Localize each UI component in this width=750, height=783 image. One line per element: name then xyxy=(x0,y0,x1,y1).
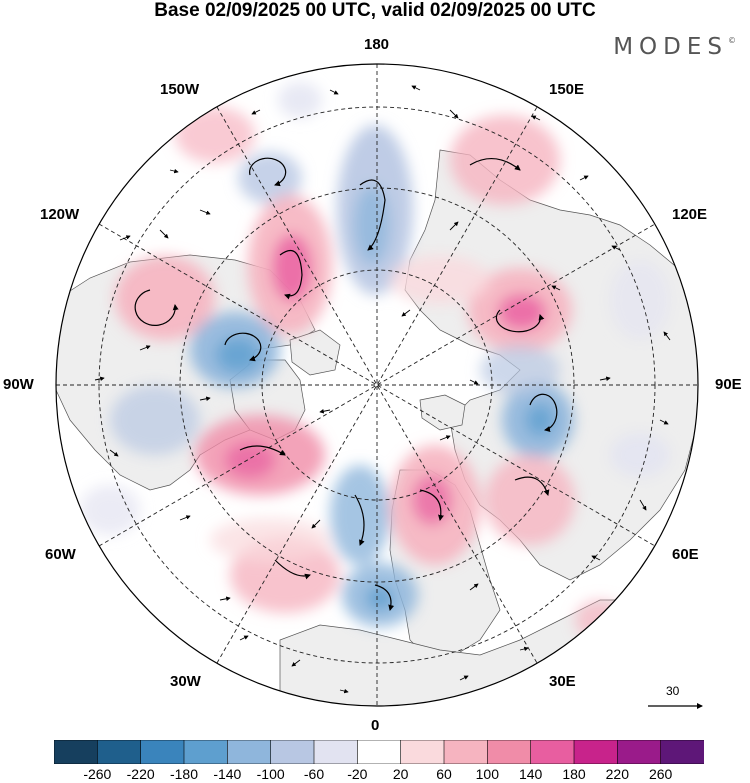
colorbar-tick-label: -60 xyxy=(303,766,325,782)
lon-label-150e: 150E xyxy=(549,81,585,98)
colorbar-tick-label: 140 xyxy=(518,766,543,782)
streamlines xyxy=(134,157,558,611)
lon-label-60w: 60W xyxy=(45,546,76,563)
lon-label-120w: 120W xyxy=(40,206,80,223)
colorbar-tick-label: -20 xyxy=(347,766,368,782)
colorbar-cell xyxy=(183,740,228,764)
graticule xyxy=(56,64,698,706)
map-title: Base 02/09/2025 00 UTC, valid 02/09/2025… xyxy=(154,0,596,21)
brand-mark: © xyxy=(728,36,736,45)
colorbar-cell xyxy=(487,740,532,764)
colorbar-tick-label: 220 xyxy=(605,766,629,782)
colorbar-cell xyxy=(227,740,272,764)
colorbar-tick-label: -260 xyxy=(83,766,112,782)
colorbar-cell xyxy=(97,740,142,764)
colorbar-cell xyxy=(573,740,618,764)
colorbar-cell xyxy=(617,740,662,764)
lon-label-150w: 150W xyxy=(160,81,200,98)
colorbar-cell xyxy=(400,740,445,764)
colorbar-cell xyxy=(54,740,98,764)
colorbar-cell xyxy=(660,740,704,764)
colorbar-cell xyxy=(140,740,185,764)
lon-label-30w: 30W xyxy=(170,673,201,690)
colorbar-tick-label: -100 xyxy=(256,766,285,782)
lon-label-30e: 30E xyxy=(549,673,576,690)
map-boundary xyxy=(55,63,699,707)
colorbar-tick-label: -140 xyxy=(213,766,242,782)
lon-label-60e: 60E xyxy=(672,546,699,563)
colorbar-tick-label: 60 xyxy=(436,766,452,782)
lon-label-120e: 120E xyxy=(672,206,708,223)
lon-label-90w: 90W xyxy=(3,376,34,393)
colorbar-cell xyxy=(443,740,488,764)
colorbar-cell xyxy=(270,740,315,764)
colorbar-tick-label: 20 xyxy=(392,766,409,782)
colorbar-cell xyxy=(357,740,402,764)
colorbar-tick-label: -180 xyxy=(169,766,199,782)
colorbar-tick-label: -220 xyxy=(126,766,155,782)
colorbar xyxy=(54,740,704,764)
reference-vector-label: 30 xyxy=(666,684,680,698)
colorbar-cell xyxy=(313,740,358,764)
colorbar-tick-label: 180 xyxy=(562,766,586,782)
wind-vectors xyxy=(94,85,671,694)
modes-logo: MODES© xyxy=(613,34,736,60)
lon-label-0: 0 xyxy=(371,717,380,734)
colorbar-tick-label: 100 xyxy=(475,766,499,782)
colorbar-cell xyxy=(530,740,575,764)
lon-label-180: 180 xyxy=(364,36,390,53)
brand-name: MODES xyxy=(613,34,728,60)
lon-label-90e: 90E xyxy=(715,376,742,393)
colorbar-tick-label: 260 xyxy=(648,766,673,782)
polar-cap xyxy=(340,330,416,406)
